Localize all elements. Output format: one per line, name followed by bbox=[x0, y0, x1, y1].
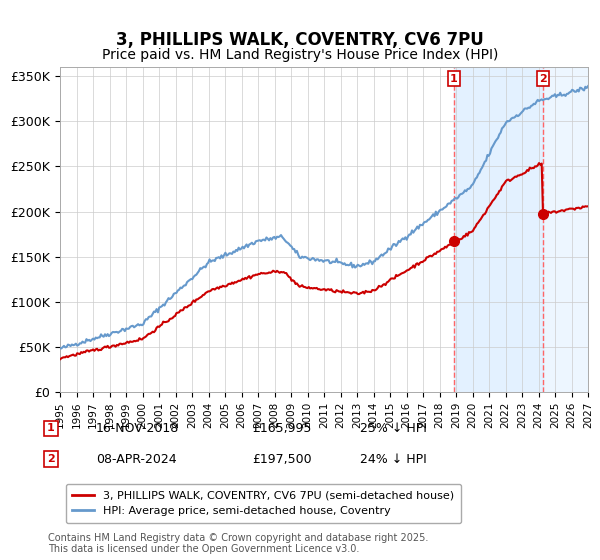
Text: Contains HM Land Registry data © Crown copyright and database right 2025.
This d: Contains HM Land Registry data © Crown c… bbox=[48, 533, 428, 554]
Text: 25% ↓ HPI: 25% ↓ HPI bbox=[360, 422, 427, 435]
Text: 1: 1 bbox=[47, 423, 55, 433]
Text: 1: 1 bbox=[450, 74, 458, 83]
Text: 24% ↓ HPI: 24% ↓ HPI bbox=[360, 452, 427, 466]
Bar bbox=[454, 67, 543, 392]
Text: 16-NOV-2018: 16-NOV-2018 bbox=[96, 422, 179, 435]
Text: £165,995: £165,995 bbox=[252, 422, 311, 435]
Text: Price paid vs. HM Land Registry's House Price Index (HPI): Price paid vs. HM Land Registry's House … bbox=[102, 48, 498, 62]
Bar bbox=[543, 67, 588, 392]
Text: 3, PHILLIPS WALK, COVENTRY, CV6 7PU: 3, PHILLIPS WALK, COVENTRY, CV6 7PU bbox=[116, 31, 484, 49]
Text: 2: 2 bbox=[47, 454, 55, 464]
Text: 08-APR-2024: 08-APR-2024 bbox=[96, 452, 176, 466]
Legend: 3, PHILLIPS WALK, COVENTRY, CV6 7PU (semi-detached house), HPI: Average price, s: 3, PHILLIPS WALK, COVENTRY, CV6 7PU (sem… bbox=[65, 484, 461, 523]
Text: 2: 2 bbox=[539, 74, 547, 83]
Text: £197,500: £197,500 bbox=[252, 452, 311, 466]
